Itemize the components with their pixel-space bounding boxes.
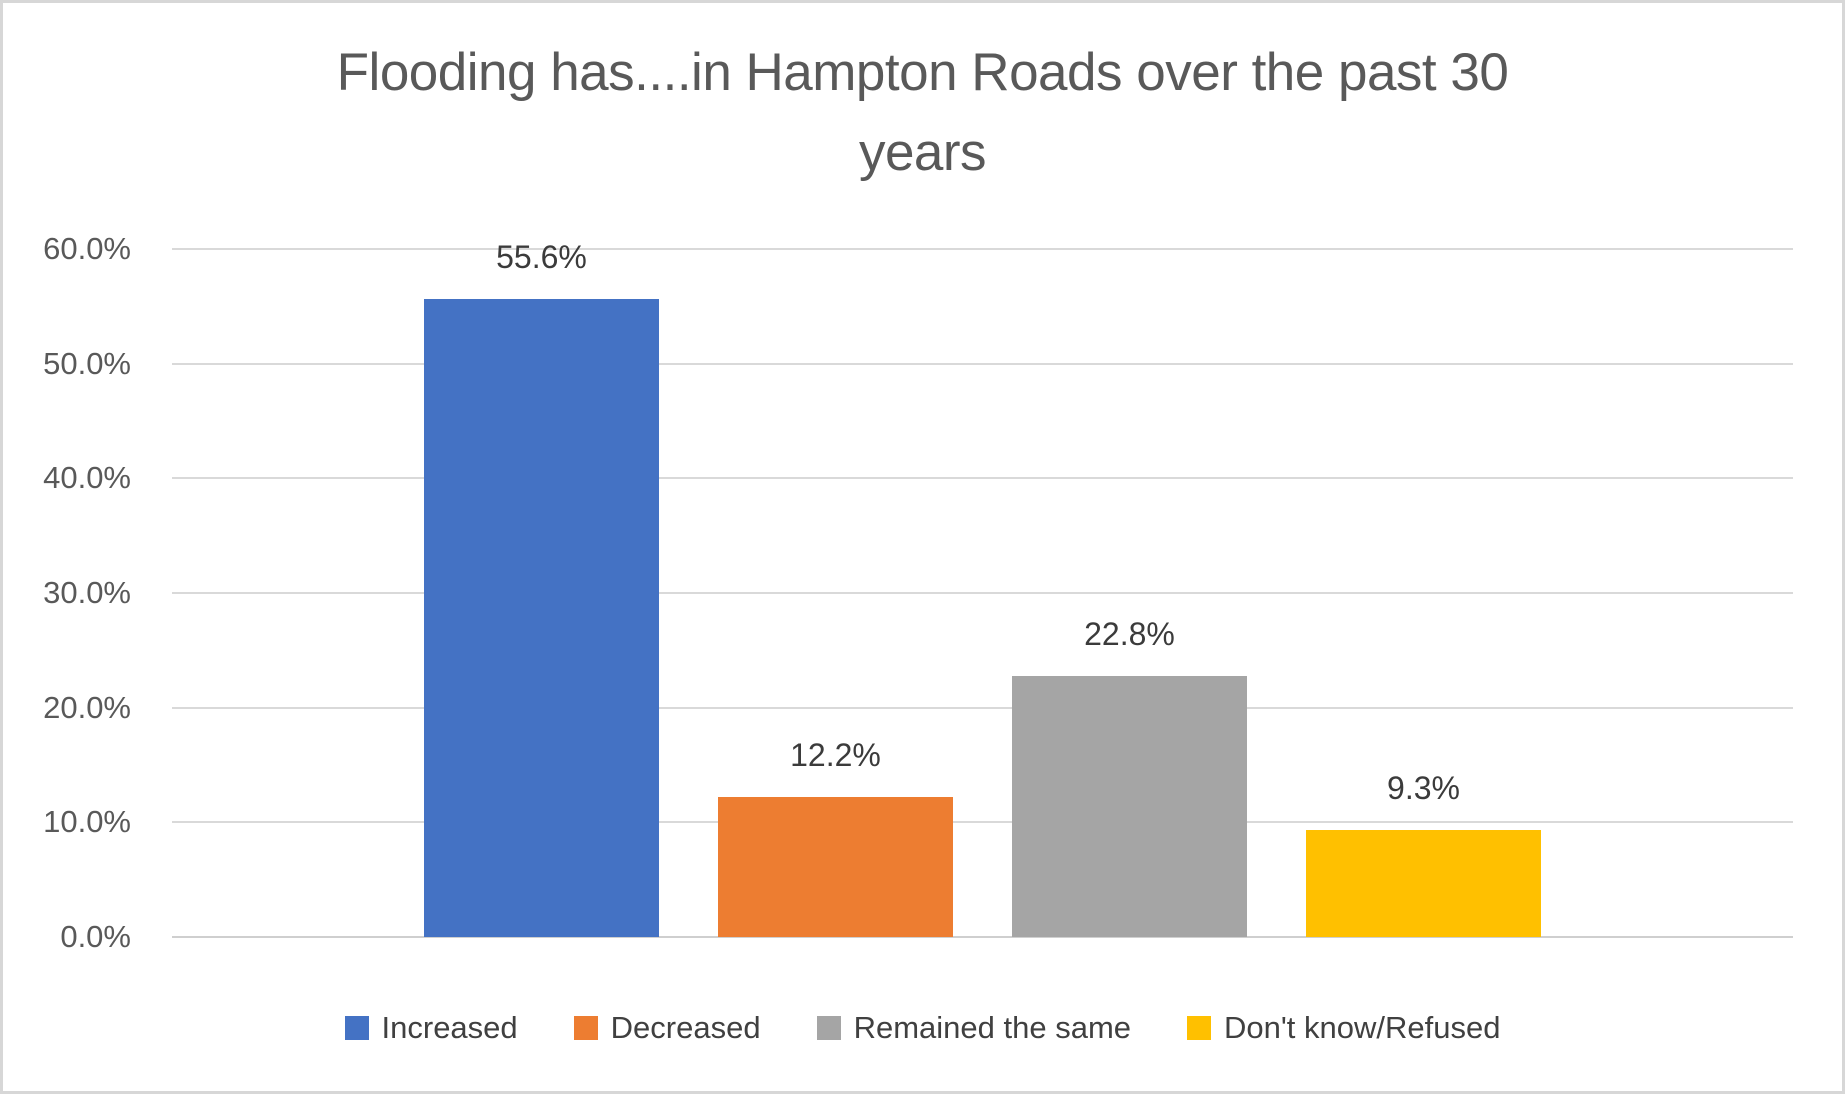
x-axis-line [172, 936, 1793, 938]
gridline [172, 592, 1793, 594]
y-tick-label: 0.0% [60, 919, 131, 954]
bar-data-label: 55.6% [496, 239, 587, 275]
chart-title-line-2: years [858, 123, 987, 182]
gridline [172, 707, 1793, 709]
y-tick-label: 50.0% [43, 346, 131, 381]
bar-data-label: 9.3% [1387, 770, 1460, 806]
legend-item-increased[interactable]: Increased [344, 1010, 518, 1045]
legend-swatch-icon [1187, 1016, 1212, 1040]
y-tick-label: 30.0% [43, 575, 131, 610]
bar-decreased[interactable]: 12.2% [718, 739, 953, 937]
y-tick-label: 60.0% [43, 231, 131, 266]
chart-title: Flooding has....in Hampton Roads over th… [3, 33, 1842, 193]
y-tick-label: 20.0% [43, 690, 131, 725]
gridline [172, 248, 1793, 250]
gridline [172, 821, 1793, 823]
legend-swatch-icon [344, 1016, 369, 1040]
legend-label: Decreased [610, 1010, 761, 1045]
bar-remained-the-same[interactable]: 22.8% [1012, 618, 1247, 937]
y-axis: 0.0% 10.0% 20.0% 30.0% 40.0% 50.0% 60.0% [3, 233, 131, 953]
bars-row: 55.6% 12.2% 22.8% 9.3% [172, 241, 1793, 937]
gridline [172, 477, 1793, 479]
legend-label: Don't know/Refused [1224, 1010, 1501, 1045]
legend-item-remained-the-same[interactable]: Remained the same [816, 1010, 1132, 1045]
legend: Increased Decreased Remained the same Don't… [3, 1011, 1842, 1045]
bar-data-label: 12.2% [790, 737, 881, 773]
bar-increased[interactable]: 55.6% [424, 241, 659, 937]
legend-label: Remained the same [853, 1010, 1132, 1045]
legend-item-don-t-know-refused[interactable]: Don't know/Refused [1187, 1011, 1500, 1045]
gridline [172, 363, 1793, 365]
plot-area: 55.6% 12.2% 22.8% 9.3% [172, 241, 1793, 938]
bar-data-label: 22.8% [1084, 616, 1175, 652]
legend-swatch-icon [816, 1016, 841, 1040]
chart-title-line-1: Flooding has....in Hampton Roads over th… [336, 43, 1509, 102]
bar-don-t-know-refused[interactable]: 9.3% [1306, 772, 1541, 937]
y-tick-label: 40.0% [43, 460, 131, 495]
legend-label: Increased [381, 1010, 518, 1045]
legend-swatch-icon [573, 1016, 598, 1040]
legend-item-decreased[interactable]: Decreased [573, 1010, 761, 1045]
y-tick-label: 10.0% [43, 804, 131, 839]
